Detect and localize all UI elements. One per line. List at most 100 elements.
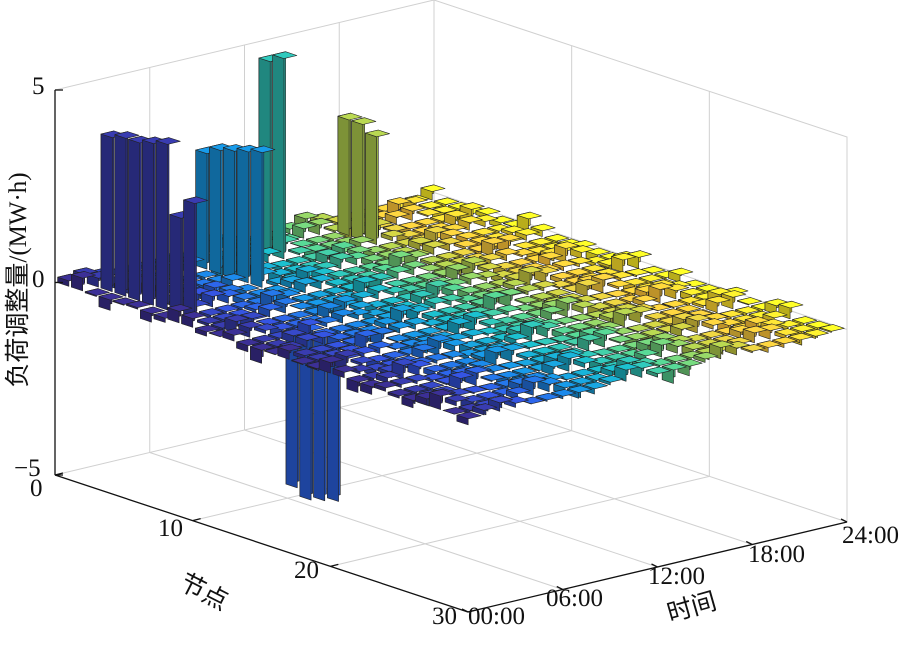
bar [360,379,386,395]
bar [167,304,193,324]
bar [317,301,343,319]
bar [443,338,469,352]
x-tick-label: 30 [432,603,457,630]
x-tick-labels: 0 10 20 30 [30,475,457,630]
axes-lines [54,89,848,613]
bar [384,210,410,225]
bar [405,373,431,385]
bar [514,295,540,305]
bar [195,324,220,337]
bar [481,237,507,257]
z-axis-label: 负荷调整量/(MW·h) [4,172,32,387]
bar [126,300,151,310]
bar [571,300,597,314]
y-tick-label: 24:00 [842,522,899,549]
bar [502,278,528,291]
bar [721,290,747,310]
bar [407,359,433,376]
bar [626,324,652,333]
y-tick-label: 00:00 [468,603,525,630]
bar [250,145,276,288]
bar [351,117,377,241]
bar [598,375,624,386]
bar [352,275,378,295]
bar [375,370,401,384]
bar [535,392,561,402]
bar [441,283,467,298]
bar [337,112,363,236]
bar [512,241,538,249]
bar [516,350,542,361]
bar [607,279,633,290]
bar [420,255,446,266]
bar [498,288,524,308]
bar [482,291,508,311]
bar [591,272,617,294]
bar [665,339,691,354]
bar [552,259,578,272]
bar [277,343,303,360]
bar [128,135,154,302]
bar [100,130,126,293]
bar [735,306,761,317]
bar [389,377,415,388]
bar [819,324,845,333]
bar [374,317,400,329]
bar [373,380,399,392]
bar [470,350,496,361]
bar [409,289,435,305]
bar [273,297,299,314]
bar [737,297,763,306]
bar [236,144,262,284]
bar [315,248,341,265]
bar [295,333,321,348]
bar [288,246,314,256]
bar [387,388,413,399]
bar [611,252,637,273]
y-tick-label: 18:00 [748,541,805,568]
x-axis-label: 节点 [175,568,232,616]
bar [459,271,485,286]
z-tick-label: 0 [32,266,45,293]
bar [223,144,248,279]
bar [445,263,471,281]
bar [504,332,530,346]
bar [71,271,96,292]
bar [222,328,248,342]
bar [272,51,298,260]
bar [577,333,603,352]
bar [444,394,470,407]
bar [608,335,634,344]
bar [569,245,595,259]
bar [518,340,544,350]
bar [495,247,520,262]
bar [575,278,601,297]
bar [646,366,671,378]
bar [388,250,414,271]
bar [250,343,275,364]
bar [627,250,652,269]
bar [650,338,676,358]
bar [538,251,564,267]
bar [347,245,373,258]
bar [416,208,442,217]
y-axis-label: 时间 [664,587,720,628]
bar [169,211,195,315]
bar [220,273,246,288]
bar [334,349,360,370]
x-tick-label: 0 [30,475,43,502]
bar [701,318,727,330]
bar [740,344,766,354]
bar [98,292,124,311]
bar [331,308,356,324]
z-tick-label: 5 [32,73,45,100]
bar [668,267,694,283]
bar [114,131,140,297]
bar [411,343,437,360]
bar [662,300,688,309]
bar [448,371,474,390]
bar [140,306,165,323]
bar [197,316,222,327]
bar [386,334,412,343]
